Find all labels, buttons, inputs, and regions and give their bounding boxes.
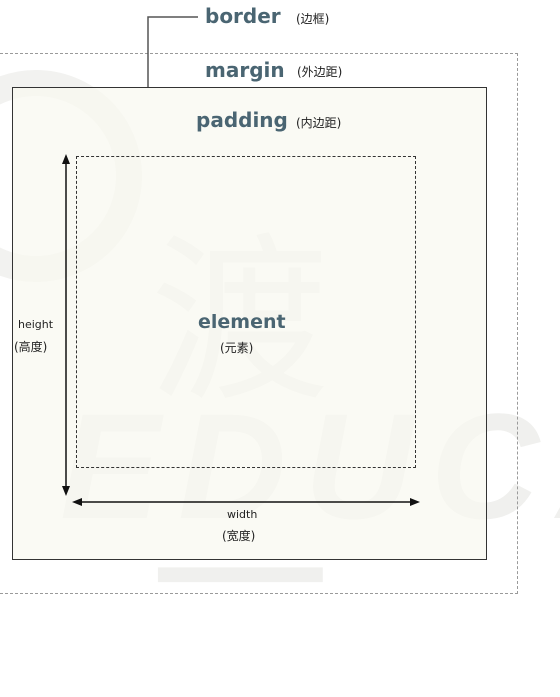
border-area xyxy=(12,87,487,560)
border-leader-line xyxy=(62,16,420,506)
width-label: width xyxy=(227,508,258,521)
border-label: border xyxy=(205,4,281,28)
padding-label: padding xyxy=(196,108,288,132)
element-label: element xyxy=(198,311,286,333)
height-label: height xyxy=(18,318,54,331)
padding-label-cn: (内边距) xyxy=(296,116,342,130)
width-arrow xyxy=(72,498,420,506)
content-area xyxy=(76,156,416,468)
width-label-cn: (宽度) xyxy=(222,529,256,543)
height-arrow xyxy=(62,154,70,496)
margin-label: margin xyxy=(205,58,285,82)
margin-area xyxy=(0,53,518,594)
element-label-cn: (元素) xyxy=(220,341,254,355)
height-label-cn: (高度) xyxy=(14,340,48,354)
margin-label-cn: (外边距) xyxy=(297,65,343,79)
border-label-cn: (边框) xyxy=(296,12,330,26)
